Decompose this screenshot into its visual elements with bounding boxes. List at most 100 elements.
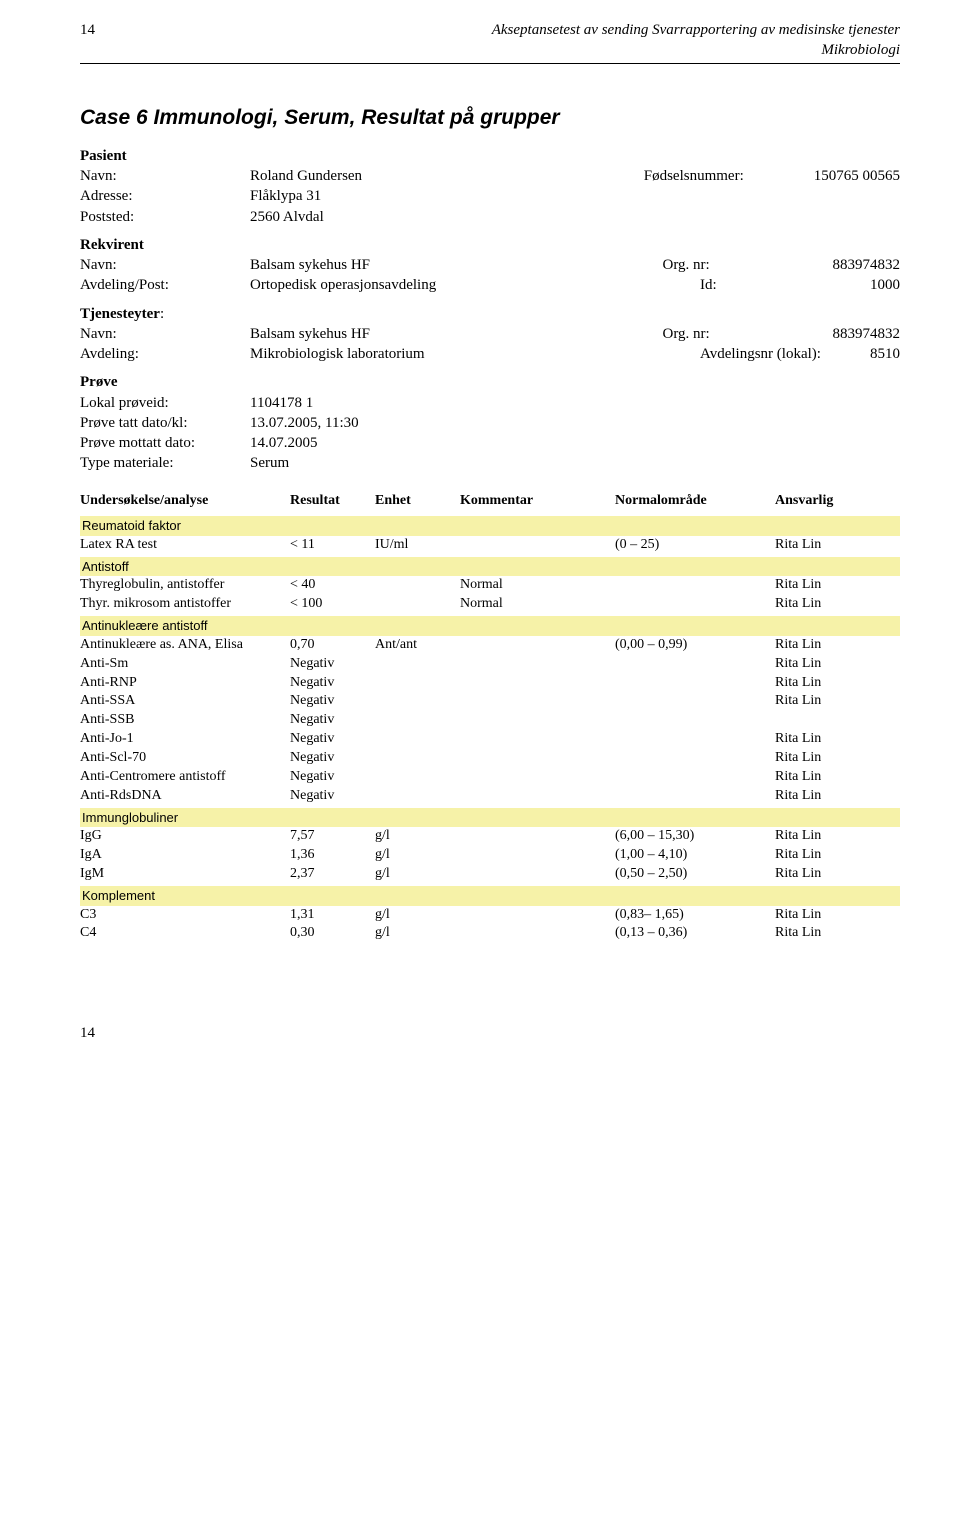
table-row: Anti-SSBNegativ: [80, 711, 900, 730]
rekvirent-avd-k: Avdeling/Post:: [80, 275, 250, 295]
table-body: Reumatoid faktorLatex RA test< 11IU/ml(0…: [80, 516, 900, 943]
th-ansvarlig: Ansvarlig: [775, 492, 900, 511]
cell-c2: 0,70: [290, 636, 375, 655]
cell-c6: Rita Lin: [775, 768, 900, 787]
th-kommentar: Kommentar: [460, 492, 615, 511]
section-rekvirent: Rekvirent: [80, 235, 900, 255]
cell-c1: IgA: [80, 846, 290, 865]
cell-c6: Rita Lin: [775, 787, 900, 806]
group-header: Komplement: [80, 886, 900, 906]
table-row: Thyr. mikrosom antistoffer< 100NormalRit…: [80, 595, 900, 614]
cell-c6: Rita Lin: [775, 636, 900, 655]
tj-navn-v: Balsam sykehus HF: [250, 324, 663, 344]
pasient-adr-k: Adresse:: [80, 186, 250, 206]
cell-c3: [375, 595, 460, 614]
th-enhet: Enhet: [375, 492, 460, 511]
case-title: Case 6 Immunologi, Serum, Resultat på gr…: [80, 104, 900, 132]
cell-c5: [615, 595, 775, 614]
footer-page-number: 14: [80, 1023, 900, 1043]
prove-ptd-k: Prøve tatt dato/kl:: [80, 413, 250, 433]
cell-c2: Negativ: [290, 655, 375, 674]
cell-c1: Anti-SSB: [80, 711, 290, 730]
cell-c3: [375, 787, 460, 806]
cell-c3: g/l: [375, 924, 460, 943]
cell-c3: g/l: [375, 865, 460, 884]
th-normal: Normalområde: [615, 492, 775, 511]
cell-c5: (0,50 – 2,50): [615, 865, 775, 884]
tj-org-k: Org. nr:: [663, 324, 833, 344]
cell-c2: Negativ: [290, 787, 375, 806]
cell-c4: [460, 787, 615, 806]
table-row: Anti-SmNegativRita Lin: [80, 655, 900, 674]
cell-c3: IU/ml: [375, 536, 460, 555]
cell-c6: Rita Lin: [775, 906, 900, 925]
cell-c4: [460, 730, 615, 749]
cell-c1: C4: [80, 924, 290, 943]
cell-c6: Rita Lin: [775, 865, 900, 884]
table-row: Thyreglobulin, antistoffer< 40NormalRita…: [80, 576, 900, 595]
prove-ptd-v: 13.07.2005, 11:30: [250, 413, 900, 433]
cell-c6: Rita Lin: [775, 924, 900, 943]
table-row: IgM2,37g/l(0,50 – 2,50)Rita Lin: [80, 865, 900, 884]
cell-c4: [460, 827, 615, 846]
cell-c5: (0,00 – 0,99): [615, 636, 775, 655]
cell-c3: [375, 730, 460, 749]
cell-c1: IgG: [80, 827, 290, 846]
cell-c2: Negativ: [290, 674, 375, 693]
cell-c1: Anti-Sm: [80, 655, 290, 674]
cell-c6: Rita Lin: [775, 749, 900, 768]
pasient-navn-k: Navn:: [80, 166, 250, 186]
table-header: Undersøkelse/analyse Resultat Enhet Komm…: [80, 492, 900, 511]
cell-c2: < 11: [290, 536, 375, 555]
cell-c1: Latex RA test: [80, 536, 290, 555]
cell-c3: g/l: [375, 827, 460, 846]
cell-c1: Anti-Centromere antistoff: [80, 768, 290, 787]
prove-tm-v: Serum: [250, 453, 900, 473]
cell-c5: [615, 768, 775, 787]
prove-pmd-k: Prøve mottatt dato:: [80, 433, 250, 453]
pasient-fods-v: 150765 00565: [814, 166, 900, 186]
tj-avd-k: Avdeling:: [80, 344, 250, 364]
cell-c1: Anti-RNP: [80, 674, 290, 693]
rekvirent-org-v: 883974832: [833, 255, 901, 275]
cell-c1: Antinukleære as. ANA, Elisa: [80, 636, 290, 655]
tj-org-v: 883974832: [833, 324, 901, 344]
group-header: Antinukleære antistoff: [80, 616, 900, 636]
cell-c3: [375, 749, 460, 768]
cell-c3: Ant/ant: [375, 636, 460, 655]
tj-avd-v: Mikrobiologisk laboratorium: [250, 344, 700, 364]
cell-c2: 2,37: [290, 865, 375, 884]
cell-c2: Negativ: [290, 711, 375, 730]
table-row: C40,30g/l (0,13 – 0,36)Rita Lin: [80, 924, 900, 943]
cell-c1: C3: [80, 906, 290, 925]
tj-navn-k: Navn:: [80, 324, 250, 344]
prove-tm-k: Type materiale:: [80, 453, 250, 473]
cell-c4: [460, 924, 615, 943]
header-title-line2: Mikrobiologi: [821, 42, 900, 58]
rekvirent-avd-v: Ortopedisk operasjonsavdeling: [250, 275, 700, 295]
cell-c2: 0,30: [290, 924, 375, 943]
cell-c1: Anti-Jo-1: [80, 730, 290, 749]
cell-c5: [615, 711, 775, 730]
group-header: Antistoff: [80, 557, 900, 577]
prove-lp-k: Lokal prøveid:: [80, 393, 250, 413]
cell-c3: g/l: [375, 846, 460, 865]
group-header: Immunglobuliner: [80, 808, 900, 828]
table-row: C31,31g/l(0,83– 1,65)Rita Lin: [80, 906, 900, 925]
prove-lp-v: 1104178 1: [250, 393, 900, 413]
rekvirent-block: Navn: Balsam sykehus HF Org. nr: 8839748…: [80, 255, 900, 296]
rekvirent-navn-v: Balsam sykehus HF: [250, 255, 663, 275]
table-row: Antinukleære as. ANA, Elisa0,70Ant/ant (0…: [80, 636, 900, 655]
cell-c4: [460, 768, 615, 787]
cell-c5: (0,13 – 0,36): [615, 924, 775, 943]
table-row: Anti-Jo-1NegativRita Lin: [80, 730, 900, 749]
cell-c2: Negativ: [290, 692, 375, 711]
tjenesteyter-block: Navn: Balsam sykehus HF Org. nr: 8839748…: [80, 324, 900, 365]
cell-c4: [460, 692, 615, 711]
pasient-post-k: Poststed:: [80, 207, 250, 227]
tj-label1: Tjenesteyter: [80, 306, 160, 322]
cell-c2: < 40: [290, 576, 375, 595]
pasient-post-v: 2560 Alvdal: [250, 207, 900, 227]
cell-c5: [615, 692, 775, 711]
cell-c1: Anti-SSA: [80, 692, 290, 711]
